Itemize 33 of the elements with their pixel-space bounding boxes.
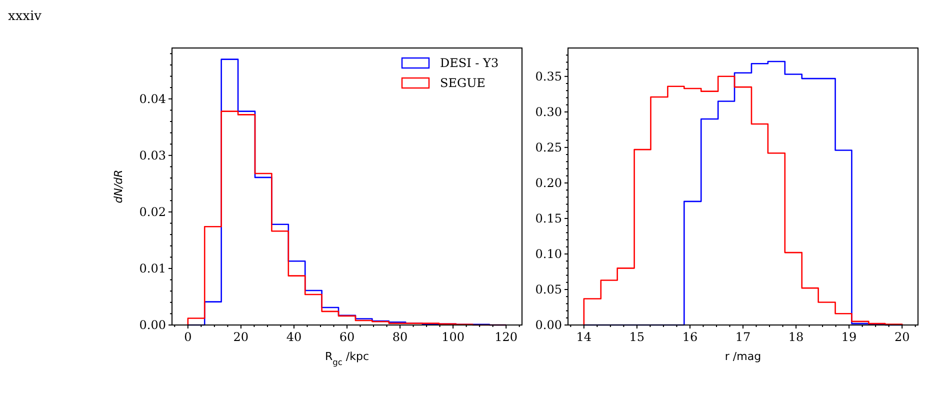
y-tick-label: 0.10 [535,247,562,262]
y-tick-label: 0.20 [535,176,562,190]
y-tick-label: 0.00 [535,318,562,332]
y-tick-label: 0.30 [535,105,562,120]
x-tick-label: 100 [442,330,465,344]
x-axis-title: R$_{gc}$ /kpc [324,350,370,367]
x-tick-label: 19 [841,330,857,344]
legend-label: DESI - Y3 [440,56,499,70]
x-tick-label: 15 [629,330,645,344]
x-tick-label: 20 [233,330,249,344]
y-tick-label: 0.35 [535,70,562,84]
x-tick-label: 18 [788,330,804,344]
x-tick-label: 20 [894,330,910,344]
x-tick-label: 16 [682,330,698,344]
y-tick-label: 0.01 [139,262,166,276]
y-tick-label: 0.15 [535,212,562,226]
y-axis-title: dN/dR [112,170,125,204]
x-tick-label: 40 [286,330,302,344]
y-tick-label: 0.25 [535,140,562,155]
x-axis-title: r /mag [724,350,762,363]
y-tick-label: 0.04 [139,92,166,106]
x-tick-label: 120 [494,330,518,344]
x-tick-label: 17 [735,330,751,344]
legend-label: SEGUE [440,76,486,90]
x-tick-label: 0 [184,330,192,344]
x-tick-label: 80 [392,330,408,344]
x-tick-label: 14 [576,330,592,344]
y-tick-label: 0.05 [535,282,562,297]
text: xxxiv [8,9,42,24]
y-tick-label: 0.02 [139,205,166,220]
y-tick-label: 0.00 [139,318,166,332]
y-tick-label: 0.03 [139,148,166,163]
x-tick-label: 60 [339,330,355,344]
